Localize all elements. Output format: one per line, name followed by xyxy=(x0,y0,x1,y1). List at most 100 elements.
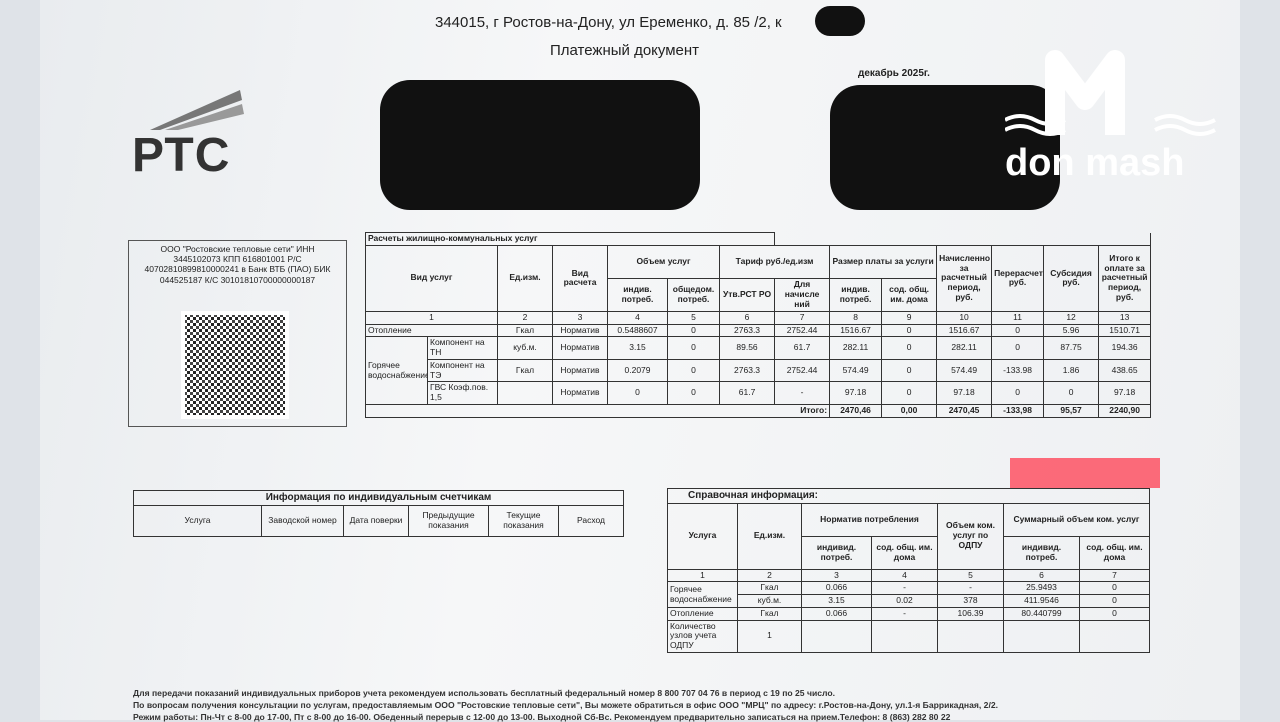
redaction xyxy=(815,6,865,36)
value-cell: Гкал xyxy=(737,581,802,596)
value-cell: Норматив xyxy=(552,336,608,360)
value-cell: - xyxy=(871,606,938,621)
redaction xyxy=(380,80,700,210)
value-cell: 438.65 xyxy=(1098,358,1152,383)
logo-graphic xyxy=(150,90,244,130)
total-cell: 0,00 xyxy=(881,403,938,418)
column-subheader: общедом. потреб. xyxy=(667,277,720,312)
column-number: 13 xyxy=(1098,310,1152,325)
column-number: 2 xyxy=(737,568,802,583)
table-row: Количество узлов учета ОДПУ 1 xyxy=(667,619,1150,653)
highlight xyxy=(1010,458,1160,488)
value-cell: 97.18 xyxy=(829,381,883,405)
empty-cell xyxy=(774,232,1152,246)
value-cell: Гкал xyxy=(497,358,553,383)
footer-line: Для передачи показаний индивидуальных пр… xyxy=(133,688,836,698)
table-row: Отопление Гкал 0.066-106.39 80.440799 0 xyxy=(667,606,1150,621)
value-cell: 0 xyxy=(667,336,720,360)
header-row: индивид. потреб. сод. общ. им. дома индиви… xyxy=(668,535,1150,570)
column-number: 7 xyxy=(1079,568,1150,583)
header-row: Услуга Заводской номер Дата поверки Предыду… xyxy=(133,504,625,537)
title-row: Расчеты жилищно-коммунальных услуг xyxy=(364,232,1152,246)
empty-cell xyxy=(1003,619,1080,653)
value-cell: 574.49 xyxy=(936,358,993,383)
column-number: 5 xyxy=(667,310,720,325)
value-cell: 2752.44 xyxy=(774,358,831,383)
value-cell: 378 xyxy=(937,594,1004,608)
value-cell: 106.39 xyxy=(937,606,1004,621)
service-cell: Количество узлов учета ОДПУ xyxy=(667,619,738,653)
value-cell: 411.9546 xyxy=(1003,594,1080,608)
column-header: Услуга xyxy=(133,504,262,537)
value-cell: Норматив xyxy=(552,323,608,338)
value-cell: 0 xyxy=(881,336,938,360)
value-cell: 0.2079 xyxy=(607,358,668,383)
empty-cell xyxy=(937,619,1004,653)
service-cell: Горячее водоснабжение xyxy=(667,581,738,608)
column-number: 4 xyxy=(871,568,938,583)
header-row: Услуга Ед.изм. Норматив потребления Объем к… xyxy=(667,502,1150,570)
column-subheader: Утв.РСТ РО xyxy=(718,277,776,312)
column-number: 1 xyxy=(667,568,738,583)
value-cell: 1516.67 xyxy=(936,323,993,338)
column-number: 4 xyxy=(607,310,668,325)
value-cell: 2763.3 xyxy=(718,358,776,383)
table-row: куб.м. 3.15 0.02 378 411.9546 0 xyxy=(668,594,1150,608)
total-cell: 2470,46 xyxy=(829,403,883,418)
table-row: Горячее водоснабжение Компонент на ТН куб.… xyxy=(365,336,1152,405)
payee-box: ООО "Ростовские тепловые сети" ИНН 34451… xyxy=(128,240,347,427)
column-subheader: индивид. потреб. xyxy=(801,535,872,570)
value-cell: 1.86 xyxy=(1043,358,1100,383)
watermark-logo xyxy=(1005,50,1216,136)
value-cell: 87.75 xyxy=(1043,336,1100,360)
value-cell: 1 xyxy=(737,619,802,653)
header-row: индив. потреб. общедом. потреб. Утв.РСТ РО… xyxy=(366,277,1151,312)
table-title: Информация по индивидуальным счетчикам xyxy=(132,490,625,506)
table-title: Расчеты жилищно-коммунальных услуг xyxy=(364,232,776,246)
footer-line: Режим работы: Пн-Чт с 8-00 до 17-00, Пт … xyxy=(133,712,951,722)
column-number: 6 xyxy=(1003,568,1080,583)
column-header: Начисленно за расчетный период, руб. xyxy=(936,244,993,312)
column-header: Вид расчета xyxy=(552,244,608,312)
column-number: 3 xyxy=(801,568,872,583)
empty-cell xyxy=(801,619,872,653)
value-cell: 282.11 xyxy=(829,336,883,360)
title-row: Справочная информация: xyxy=(667,488,1150,504)
column-header: Предыдущие показания xyxy=(408,504,489,537)
table-row: Отопление Гкал Норматив 0.5488607 0 2763.3 275… xyxy=(365,323,1152,338)
column-number: 2 xyxy=(497,310,553,325)
value-cell: 194.36 xyxy=(1098,336,1152,360)
column-subheader: индивид. потреб. xyxy=(1003,535,1080,570)
value-cell: 1516.67 xyxy=(829,323,883,338)
period: декабрь 2025г. xyxy=(858,68,930,79)
value-cell: 0 xyxy=(881,323,938,338)
service-cell: Отопление xyxy=(667,606,738,621)
value-cell xyxy=(497,381,553,405)
value-cell: 0.02 xyxy=(871,594,938,608)
service-cell: Горячее водоснабжение xyxy=(365,336,428,405)
value-cell: - xyxy=(937,581,1004,596)
column-header: Объем ком. услуг по ОДПУ xyxy=(937,502,1004,570)
column-header: Услуга xyxy=(667,502,738,570)
value-cell: 1510.71 xyxy=(1098,323,1152,338)
footer-line: По вопросам получения консультации по ус… xyxy=(133,700,999,710)
value-cell: 0.066 xyxy=(801,581,872,596)
logo: РТС xyxy=(132,129,231,182)
value-cell: 0 xyxy=(1043,381,1100,405)
doc-title: Платежный документ xyxy=(550,42,700,59)
total-cell: 95,57 xyxy=(1043,403,1100,418)
component-cell: Компонент на ТН xyxy=(427,336,498,360)
value-cell: Норматив xyxy=(552,381,608,405)
column-header: Перерасчет, руб. xyxy=(991,244,1045,312)
value-cell: 2763.3 xyxy=(718,323,776,338)
column-header: Заводской номер xyxy=(261,504,344,537)
value-cell: Норматив xyxy=(552,358,608,383)
value-cell: -133.98 xyxy=(991,358,1045,383)
number-row: 1 2 3 4 5 6 7 8 9 10 11 12 13 xyxy=(365,310,1152,325)
table-row: Горячее водоснабжение Гкал 0.066- -25.9493 0 xyxy=(667,581,1150,608)
column-number: 5 xyxy=(937,568,1004,583)
value-cell: - xyxy=(871,581,938,596)
value-cell: 97.18 xyxy=(1098,381,1152,405)
title-row: Информация по индивидуальным счетчикам xyxy=(132,490,625,506)
value-cell: Гкал xyxy=(497,323,553,338)
